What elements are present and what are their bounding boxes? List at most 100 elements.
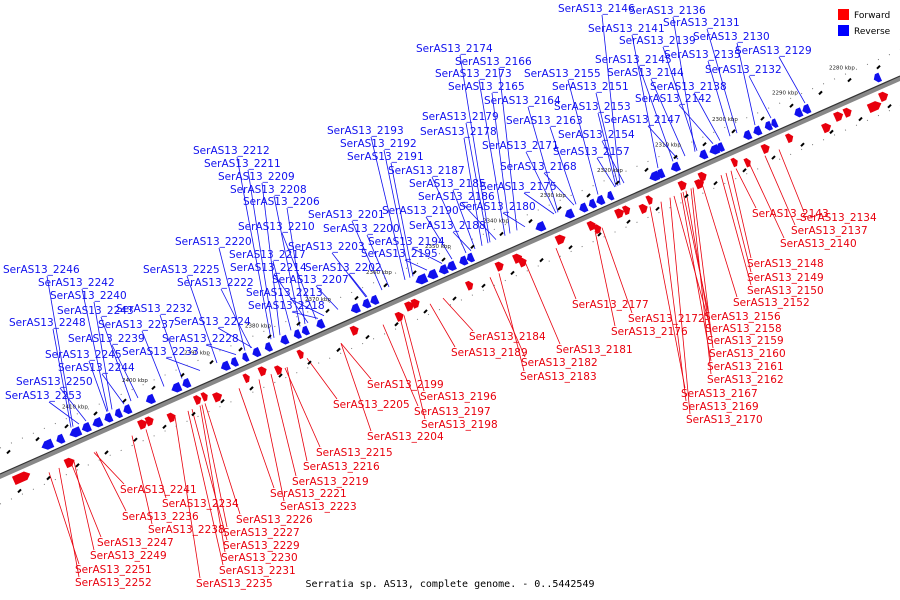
forward-leader-line [238,388,275,489]
forward-leader-line [399,317,426,420]
backbone-dash [93,411,98,416]
forward-gene-arrow [517,257,527,268]
reverse-leader-line [527,106,559,213]
reverse-gene-label: SerAS13_2212 [193,145,270,157]
reverse-gene-label: SerAS13_2246 [3,264,80,276]
forward-gene-label: SerAS13_2216 [303,461,380,473]
forward-gene-label: SerAS13_2215 [316,447,393,459]
backbone-dash [800,142,805,147]
reverse-gene-label: SerAS13_2237 [98,319,175,331]
backbone-dash [133,437,138,442]
reverse-gene-label: SerAS13_2239 [68,333,145,345]
reverse-gene-label: SerAS13_2144 [607,67,684,79]
forward-leader-line [524,261,561,345]
backbone-dash [151,385,156,391]
backbone-dash [307,360,312,365]
forward-gene-label: SerAS13_2199 [367,379,444,391]
reverse-leader-line [459,54,491,243]
reverse-gene-label: SerAS13_2153 [554,101,631,113]
reverse-gene-label: SerAS13_2142 [635,93,712,105]
backbone-dash [452,296,457,301]
reverse-gene-label: SerAS13_2222 [177,277,254,289]
forward-leader-line [442,297,474,332]
forward-leader-line [340,342,372,380]
reverse-gene-arrow [459,255,469,266]
reverse-gene-label: SerAS13_2242 [38,277,115,289]
reverse-leader-line [567,79,599,195]
forward-gene-arrow [494,261,504,272]
reverse-leader-line [736,42,756,126]
kbp-tick-label: 2410 kbp [62,405,88,411]
reverse-gene-arrow [242,352,250,362]
backbone-dash [539,257,544,263]
reverse-gene-label: SerAS13_2211 [204,158,281,170]
backbone-dash [887,104,892,109]
reverse-leader-line [778,56,806,104]
forward-leader-line [58,467,80,578]
reverse-leader-line [59,387,87,422]
forward-gene-label: SerAS13_2229 [223,540,300,552]
forward-gene-arrow [586,220,596,231]
reverse-gene-arrow [743,129,753,140]
backbone-dash [6,449,11,455]
backbone-dash [876,65,881,70]
reverse-gene-label: SerAS13_2244 [58,362,135,374]
forward-gene-arrow [200,392,208,402]
reverse-gene-label: SerAS13_2187 [388,165,465,177]
forward-gene-label: SerAS13_2234 [162,498,239,510]
reverse-leader-line [93,301,113,410]
forward-leader-line [730,170,752,259]
forward-leader-line [429,303,456,348]
forward-gene-arrow [212,392,223,403]
reverse-leader-line [672,16,696,152]
backbone-dash [597,232,602,237]
forward-gene-arrow [464,280,474,291]
backbone-dash [191,411,196,417]
reverse-gene-label: SerAS13_2180 [459,201,536,213]
reverse-leader-line [186,275,218,364]
forward-leader-line [73,461,95,551]
reverse-leader-line [205,344,237,356]
reverse-gene-arrow [41,438,55,450]
forward-gene-arrow [697,171,707,182]
legend-forward-label: Forward [854,11,890,21]
forward-gene-label: SerAS13_2156 [704,311,781,323]
forward-gene-label: SerAS13_2158 [705,323,782,335]
reverse-leader-line [693,92,721,141]
forward-leader-line [270,374,297,477]
backbone-dash [238,347,243,352]
forward-gene-label: SerAS13_2226 [236,514,313,526]
reverse-gene-arrow [264,341,274,352]
backbone-dash [35,436,40,442]
forward-leader-line [204,403,241,515]
reverse-leader-line [650,78,686,157]
reverse-gene-arrow [438,264,449,275]
reverse-gene-label: SerAS13_2218 [248,300,325,312]
reverse-gene-label: SerAS13_2165 [448,81,525,93]
kbp-tick-label: 2290 kbp [772,91,798,97]
reverse-gene-label: SerAS13_2141 [588,23,665,35]
forward-gene-label: SerAS13_2241 [120,484,197,496]
forward-gene-arrow [144,416,154,427]
reverse-gene-arrow [370,294,380,305]
forward-gene-label: SerAS13_2159 [707,335,784,347]
backbone-dash [615,180,620,185]
reverse-gene-label: SerAS13_2214 [230,262,307,274]
forward-gene-label: SerAS13_2197 [414,406,491,418]
forward-leader-line [95,451,127,512]
reverse-gene-label: SerAS13_2132 [705,64,782,76]
reverse-leader-line [351,220,383,291]
backbone-dash [423,309,428,314]
reverse-leader-line [647,125,679,160]
forward-gene-arrow [394,311,404,322]
reverse-leader-line [425,216,453,260]
reverse-leader-line [48,401,80,425]
forward-gene-arrow [730,157,738,168]
reverse-gene-label: SerAS13_2203 [288,241,365,253]
backbone-dash [528,218,533,224]
forward-gene-arrow [784,133,794,144]
reverse-leader-line [218,247,246,351]
backbone-dash [829,129,834,135]
reverse-gene-arrow [656,168,666,179]
